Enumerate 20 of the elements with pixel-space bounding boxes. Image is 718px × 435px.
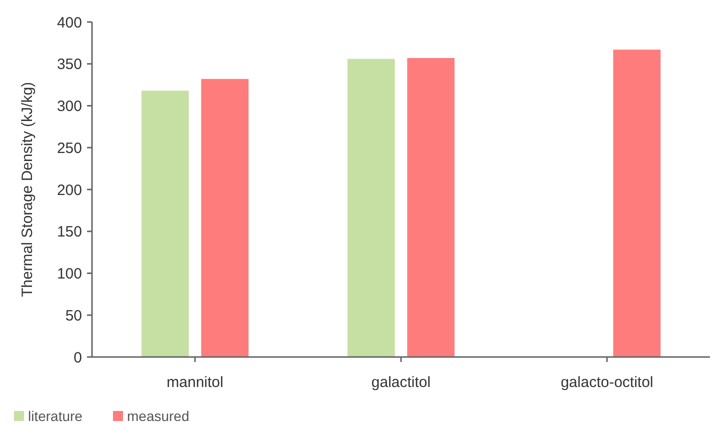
y-axis-title: Thermal Storage Density (kJ/kg) xyxy=(19,82,36,298)
bar xyxy=(141,90,189,357)
y-tick-label: 100 xyxy=(56,266,82,282)
y-tick-label: 400 xyxy=(56,14,82,32)
y-tick-label: 150 xyxy=(56,224,82,241)
x-tick-label: mannitol xyxy=(166,374,224,391)
x-tick-label: galactitol xyxy=(371,374,431,391)
y-tick-label: 0 xyxy=(74,349,82,366)
legend-label: literature xyxy=(28,408,83,424)
bar xyxy=(407,58,455,357)
y-tick-label: 350 xyxy=(56,56,82,74)
bar xyxy=(347,58,395,357)
y-tick-label: 50 xyxy=(65,307,82,324)
y-tick-label: 250 xyxy=(56,140,82,157)
y-tick-label: 200 xyxy=(56,182,82,199)
y-tick-label: 300 xyxy=(56,98,82,115)
legend-label: measured xyxy=(127,408,190,424)
bar xyxy=(613,50,661,357)
x-tick-label: galacto-octitol xyxy=(560,374,654,391)
bar xyxy=(201,78,249,357)
